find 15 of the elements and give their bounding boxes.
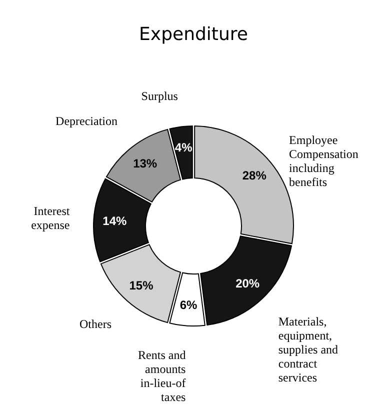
data-label: 13% <box>133 156 158 171</box>
data-label: 4% <box>174 140 193 155</box>
data-label: 28% <box>242 168 267 183</box>
slice-label: Rents and amounts in-lieu-of taxes <box>138 348 186 404</box>
data-label: 15% <box>129 278 154 292</box>
slice-label: Materials, equipment, supplies and contract services <box>278 314 338 384</box>
slice-label: Employee Compensation including benefits <box>289 132 358 189</box>
slice-label: Surplus <box>141 88 178 103</box>
slice-label: Others <box>79 317 112 332</box>
slice-label: Interest expense <box>31 204 70 232</box>
data-label: 20% <box>236 276 260 291</box>
chart-title: Expenditure <box>139 24 248 45</box>
data-label: 14% <box>102 214 127 228</box>
slice-label: Depreciation <box>56 114 118 128</box>
data-label: 6% <box>180 298 198 312</box>
